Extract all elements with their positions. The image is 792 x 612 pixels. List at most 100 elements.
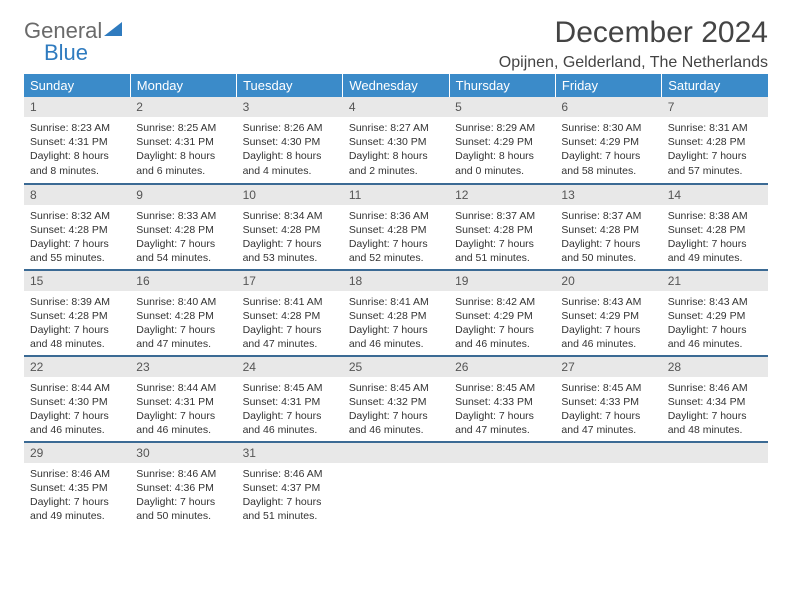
calendar-day-cell: 11Sunrise: 8:36 AMSunset: 4:28 PMDayligh… xyxy=(343,183,449,269)
day-info: Sunrise: 8:37 AMSunset: 4:28 PMDaylight:… xyxy=(449,205,555,268)
calendar-day-cell: 20Sunrise: 8:43 AMSunset: 4:29 PMDayligh… xyxy=(555,269,661,355)
day-number: 20 xyxy=(555,270,661,291)
calendar-day-cell: 1Sunrise: 8:23 AMSunset: 4:31 PMDaylight… xyxy=(24,97,130,183)
day-number: 14 xyxy=(662,184,768,205)
day-info: Sunrise: 8:46 AMSunset: 4:34 PMDaylight:… xyxy=(662,377,768,440)
day-info: Sunrise: 8:46 AMSunset: 4:36 PMDaylight:… xyxy=(130,463,236,526)
calendar-day-cell: 21Sunrise: 8:43 AMSunset: 4:29 PMDayligh… xyxy=(662,269,768,355)
day-number: 24 xyxy=(237,356,343,377)
day-info: Sunrise: 8:33 AMSunset: 4:28 PMDaylight:… xyxy=(130,205,236,268)
day-info: Sunrise: 8:44 AMSunset: 4:31 PMDaylight:… xyxy=(130,377,236,440)
day-number: 7 xyxy=(662,97,768,117)
day-number: 26 xyxy=(449,356,555,377)
day-number-empty xyxy=(449,442,555,463)
day-number: 6 xyxy=(555,97,661,117)
weekday-header: Friday xyxy=(555,74,661,97)
day-info: Sunrise: 8:43 AMSunset: 4:29 PMDaylight:… xyxy=(662,291,768,354)
calendar-week-row: 15Sunrise: 8:39 AMSunset: 4:28 PMDayligh… xyxy=(24,269,768,355)
calendar-day-cell: 18Sunrise: 8:41 AMSunset: 4:28 PMDayligh… xyxy=(343,269,449,355)
location-text: Opijnen, Gelderland, The Netherlands xyxy=(499,54,768,72)
calendar-day-cell: 6Sunrise: 8:30 AMSunset: 4:29 PMDaylight… xyxy=(555,97,661,183)
brand-part2: Blue xyxy=(44,40,88,66)
calendar-week-row: 1Sunrise: 8:23 AMSunset: 4:31 PMDaylight… xyxy=(24,97,768,183)
day-number: 10 xyxy=(237,184,343,205)
day-info: Sunrise: 8:44 AMSunset: 4:30 PMDaylight:… xyxy=(24,377,130,440)
weekday-header: Tuesday xyxy=(237,74,343,97)
calendar-day-cell: 14Sunrise: 8:38 AMSunset: 4:28 PMDayligh… xyxy=(662,183,768,269)
day-number: 18 xyxy=(343,270,449,291)
day-number: 27 xyxy=(555,356,661,377)
day-number: 11 xyxy=(343,184,449,205)
day-info: Sunrise: 8:37 AMSunset: 4:28 PMDaylight:… xyxy=(555,205,661,268)
day-number: 3 xyxy=(237,97,343,117)
day-number: 2 xyxy=(130,97,236,117)
day-number: 19 xyxy=(449,270,555,291)
calendar-day-cell: 2Sunrise: 8:25 AMSunset: 4:31 PMDaylight… xyxy=(130,97,236,183)
day-number: 30 xyxy=(130,442,236,463)
calendar-empty-cell xyxy=(662,441,768,527)
calendar-day-cell: 24Sunrise: 8:45 AMSunset: 4:31 PMDayligh… xyxy=(237,355,343,441)
day-info: Sunrise: 8:30 AMSunset: 4:29 PMDaylight:… xyxy=(555,117,661,180)
calendar-day-cell: 12Sunrise: 8:37 AMSunset: 4:28 PMDayligh… xyxy=(449,183,555,269)
day-number: 5 xyxy=(449,97,555,117)
calendar-week-row: 8Sunrise: 8:32 AMSunset: 4:28 PMDaylight… xyxy=(24,183,768,269)
day-info: Sunrise: 8:45 AMSunset: 4:33 PMDaylight:… xyxy=(555,377,661,440)
day-info: Sunrise: 8:32 AMSunset: 4:28 PMDaylight:… xyxy=(24,205,130,268)
day-info: Sunrise: 8:31 AMSunset: 4:28 PMDaylight:… xyxy=(662,117,768,180)
header-right: December 2024 Opijnen, Gelderland, The N… xyxy=(499,16,768,72)
calendar-day-cell: 17Sunrise: 8:41 AMSunset: 4:28 PMDayligh… xyxy=(237,269,343,355)
calendar-week-row: 22Sunrise: 8:44 AMSunset: 4:30 PMDayligh… xyxy=(24,355,768,441)
day-number-empty xyxy=(343,442,449,463)
day-info: Sunrise: 8:46 AMSunset: 4:37 PMDaylight:… xyxy=(237,463,343,526)
calendar-day-cell: 4Sunrise: 8:27 AMSunset: 4:30 PMDaylight… xyxy=(343,97,449,183)
weekday-header: Monday xyxy=(130,74,236,97)
calendar-empty-cell xyxy=(343,441,449,527)
weekday-header-row: SundayMondayTuesdayWednesdayThursdayFrid… xyxy=(24,74,768,97)
calendar-day-cell: 5Sunrise: 8:29 AMSunset: 4:29 PMDaylight… xyxy=(449,97,555,183)
day-info: Sunrise: 8:25 AMSunset: 4:31 PMDaylight:… xyxy=(130,117,236,180)
calendar-day-cell: 19Sunrise: 8:42 AMSunset: 4:29 PMDayligh… xyxy=(449,269,555,355)
day-info: Sunrise: 8:26 AMSunset: 4:30 PMDaylight:… xyxy=(237,117,343,180)
calendar-day-cell: 3Sunrise: 8:26 AMSunset: 4:30 PMDaylight… xyxy=(237,97,343,183)
day-number-empty xyxy=(662,442,768,463)
calendar-day-cell: 27Sunrise: 8:45 AMSunset: 4:33 PMDayligh… xyxy=(555,355,661,441)
day-info: Sunrise: 8:27 AMSunset: 4:30 PMDaylight:… xyxy=(343,117,449,180)
calendar-day-cell: 13Sunrise: 8:37 AMSunset: 4:28 PMDayligh… xyxy=(555,183,661,269)
calendar-empty-cell xyxy=(449,441,555,527)
calendar-day-cell: 15Sunrise: 8:39 AMSunset: 4:28 PMDayligh… xyxy=(24,269,130,355)
day-info: Sunrise: 8:41 AMSunset: 4:28 PMDaylight:… xyxy=(237,291,343,354)
calendar-day-cell: 31Sunrise: 8:46 AMSunset: 4:37 PMDayligh… xyxy=(237,441,343,527)
calendar-day-cell: 28Sunrise: 8:46 AMSunset: 4:34 PMDayligh… xyxy=(662,355,768,441)
calendar-day-cell: 23Sunrise: 8:44 AMSunset: 4:31 PMDayligh… xyxy=(130,355,236,441)
calendar-day-cell: 7Sunrise: 8:31 AMSunset: 4:28 PMDaylight… xyxy=(662,97,768,183)
brand-triangle-icon xyxy=(104,22,122,36)
day-info: Sunrise: 8:39 AMSunset: 4:28 PMDaylight:… xyxy=(24,291,130,354)
day-number: 22 xyxy=(24,356,130,377)
day-number: 17 xyxy=(237,270,343,291)
calendar-day-cell: 9Sunrise: 8:33 AMSunset: 4:28 PMDaylight… xyxy=(130,183,236,269)
day-number: 4 xyxy=(343,97,449,117)
weekday-header: Thursday xyxy=(449,74,555,97)
day-info: Sunrise: 8:38 AMSunset: 4:28 PMDaylight:… xyxy=(662,205,768,268)
day-number: 21 xyxy=(662,270,768,291)
calendar-week-row: 29Sunrise: 8:46 AMSunset: 4:35 PMDayligh… xyxy=(24,441,768,527)
day-info: Sunrise: 8:40 AMSunset: 4:28 PMDaylight:… xyxy=(130,291,236,354)
day-number: 1 xyxy=(24,97,130,117)
day-number: 16 xyxy=(130,270,236,291)
day-info: Sunrise: 8:43 AMSunset: 4:29 PMDaylight:… xyxy=(555,291,661,354)
day-number: 29 xyxy=(24,442,130,463)
weekday-header: Saturday xyxy=(662,74,768,97)
day-info: Sunrise: 8:36 AMSunset: 4:28 PMDaylight:… xyxy=(343,205,449,268)
calendar-day-cell: 16Sunrise: 8:40 AMSunset: 4:28 PMDayligh… xyxy=(130,269,236,355)
day-number-empty xyxy=(555,442,661,463)
day-info: Sunrise: 8:29 AMSunset: 4:29 PMDaylight:… xyxy=(449,117,555,180)
calendar-day-cell: 22Sunrise: 8:44 AMSunset: 4:30 PMDayligh… xyxy=(24,355,130,441)
day-number: 23 xyxy=(130,356,236,377)
calendar-table: SundayMondayTuesdayWednesdayThursdayFrid… xyxy=(24,74,768,527)
day-info: Sunrise: 8:41 AMSunset: 4:28 PMDaylight:… xyxy=(343,291,449,354)
calendar-day-cell: 30Sunrise: 8:46 AMSunset: 4:36 PMDayligh… xyxy=(130,441,236,527)
calendar-day-cell: 10Sunrise: 8:34 AMSunset: 4:28 PMDayligh… xyxy=(237,183,343,269)
day-info: Sunrise: 8:23 AMSunset: 4:31 PMDaylight:… xyxy=(24,117,130,180)
day-info: Sunrise: 8:45 AMSunset: 4:32 PMDaylight:… xyxy=(343,377,449,440)
day-number: 15 xyxy=(24,270,130,291)
